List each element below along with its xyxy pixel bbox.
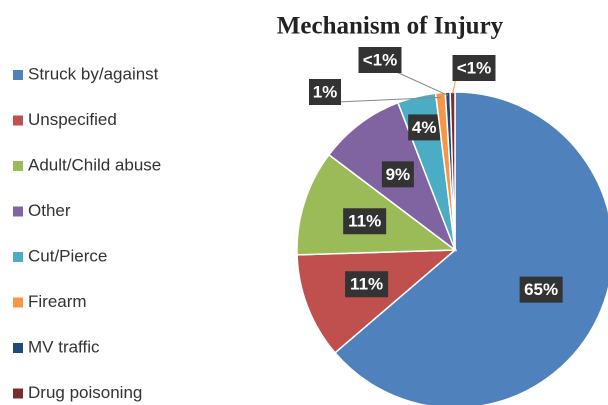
- label-box: [309, 79, 341, 105]
- legend-swatch: [13, 297, 23, 308]
- data-label: 4%: [412, 118, 437, 137]
- pie-slice: [296, 249, 458, 354]
- label-box: [408, 114, 441, 141]
- legend-label: Other: [28, 201, 71, 220]
- data-label: 1%: [313, 82, 338, 101]
- label-box: [345, 271, 389, 298]
- legend-label: Drug poisoning: [28, 383, 142, 402]
- legend-swatch: [13, 343, 23, 353]
- legend-swatch: [13, 206, 23, 217]
- legend-label: Struck by/against: [28, 64, 159, 83]
- label-box: [343, 208, 387, 235]
- legend-swatch: [13, 161, 23, 171]
- label-box: [381, 161, 414, 188]
- leader-line: [336, 96, 441, 103]
- legend-label: Adult/Child abuse: [28, 155, 161, 174]
- legend-swatch: [13, 70, 23, 80]
- data-label: 9%: [386, 165, 411, 184]
- data-label: <1%: [363, 50, 398, 69]
- chart-title: Mechanism of Injury: [277, 13, 504, 40]
- data-label: 11%: [348, 212, 381, 231]
- legend-swatch: [13, 115, 23, 126]
- legend-label: Unspecified: [28, 110, 117, 129]
- legend-label: Firearm: [28, 292, 87, 311]
- label-box: [519, 276, 563, 303]
- legend-swatch: [13, 388, 23, 399]
- data-label: 65%: [524, 280, 558, 299]
- data-label: 11%: [350, 275, 383, 294]
- legend-label: MV traffic: [28, 337, 100, 356]
- label-box: [358, 47, 402, 73]
- legend-swatch: [13, 252, 23, 262]
- label-box: [452, 55, 496, 81]
- pie-slice: [333, 91, 608, 405]
- pie-slice: [296, 153, 458, 256]
- legend-label: Cut/Pierce: [28, 246, 107, 265]
- leader-line: [391, 69, 449, 96]
- data-label: <1%: [457, 58, 492, 77]
